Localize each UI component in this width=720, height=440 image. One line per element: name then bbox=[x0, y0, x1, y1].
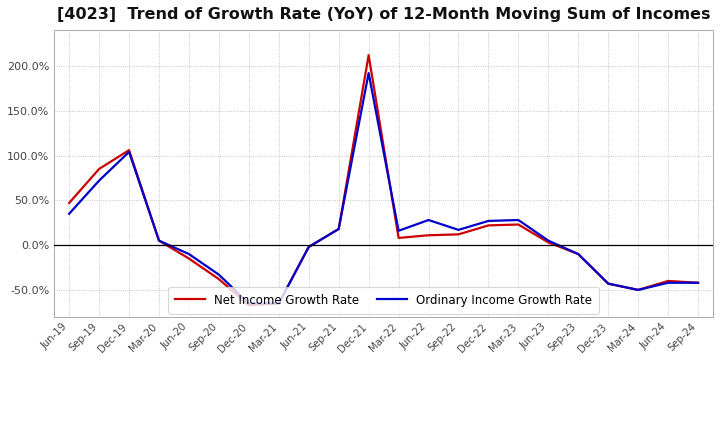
Net Income Growth Rate bbox=[604, 281, 613, 286]
Net Income Growth Rate bbox=[694, 280, 703, 286]
Ordinary Income Growth Rate bbox=[514, 217, 523, 223]
Net Income Growth Rate bbox=[544, 240, 553, 245]
Ordinary Income Growth Rate bbox=[184, 251, 193, 257]
Ordinary Income Growth Rate bbox=[334, 226, 343, 231]
Net Income Growth Rate bbox=[245, 303, 253, 308]
Net Income Growth Rate bbox=[514, 222, 523, 227]
Ordinary Income Growth Rate bbox=[65, 211, 73, 216]
Line: Net Income Growth Rate: Net Income Growth Rate bbox=[69, 55, 698, 305]
Net Income Growth Rate bbox=[364, 52, 373, 58]
Net Income Growth Rate bbox=[634, 287, 642, 293]
Net Income Growth Rate bbox=[664, 279, 672, 284]
Net Income Growth Rate bbox=[95, 166, 104, 172]
Ordinary Income Growth Rate bbox=[364, 70, 373, 76]
Ordinary Income Growth Rate bbox=[424, 217, 433, 223]
Ordinary Income Growth Rate bbox=[544, 238, 553, 243]
Legend: Net Income Growth Rate, Ordinary Income Growth Rate: Net Income Growth Rate, Ordinary Income … bbox=[168, 286, 599, 314]
Ordinary Income Growth Rate bbox=[245, 301, 253, 306]
Ordinary Income Growth Rate bbox=[155, 238, 163, 243]
Title: [4023]  Trend of Growth Rate (YoY) of 12-Month Moving Sum of Incomes: [4023] Trend of Growth Rate (YoY) of 12-… bbox=[57, 7, 711, 22]
Ordinary Income Growth Rate bbox=[454, 227, 463, 232]
Line: Ordinary Income Growth Rate: Ordinary Income Growth Rate bbox=[69, 73, 698, 303]
Net Income Growth Rate bbox=[454, 232, 463, 237]
Ordinary Income Growth Rate bbox=[395, 228, 403, 233]
Net Income Growth Rate bbox=[215, 276, 223, 282]
Net Income Growth Rate bbox=[574, 251, 582, 257]
Net Income Growth Rate bbox=[305, 244, 313, 249]
Ordinary Income Growth Rate bbox=[274, 301, 283, 306]
Ordinary Income Growth Rate bbox=[604, 281, 613, 286]
Ordinary Income Growth Rate bbox=[634, 287, 642, 293]
Ordinary Income Growth Rate bbox=[125, 149, 133, 154]
Net Income Growth Rate bbox=[155, 238, 163, 243]
Ordinary Income Growth Rate bbox=[215, 272, 223, 277]
Net Income Growth Rate bbox=[274, 301, 283, 306]
Ordinary Income Growth Rate bbox=[484, 218, 492, 224]
Net Income Growth Rate bbox=[424, 233, 433, 238]
Net Income Growth Rate bbox=[334, 226, 343, 231]
Ordinary Income Growth Rate bbox=[664, 280, 672, 286]
Ordinary Income Growth Rate bbox=[574, 251, 582, 257]
Ordinary Income Growth Rate bbox=[305, 244, 313, 249]
Net Income Growth Rate bbox=[65, 200, 73, 205]
Ordinary Income Growth Rate bbox=[95, 178, 104, 183]
Net Income Growth Rate bbox=[184, 256, 193, 261]
Net Income Growth Rate bbox=[125, 147, 133, 153]
Net Income Growth Rate bbox=[484, 223, 492, 228]
Net Income Growth Rate bbox=[395, 235, 403, 241]
Ordinary Income Growth Rate bbox=[694, 280, 703, 286]
